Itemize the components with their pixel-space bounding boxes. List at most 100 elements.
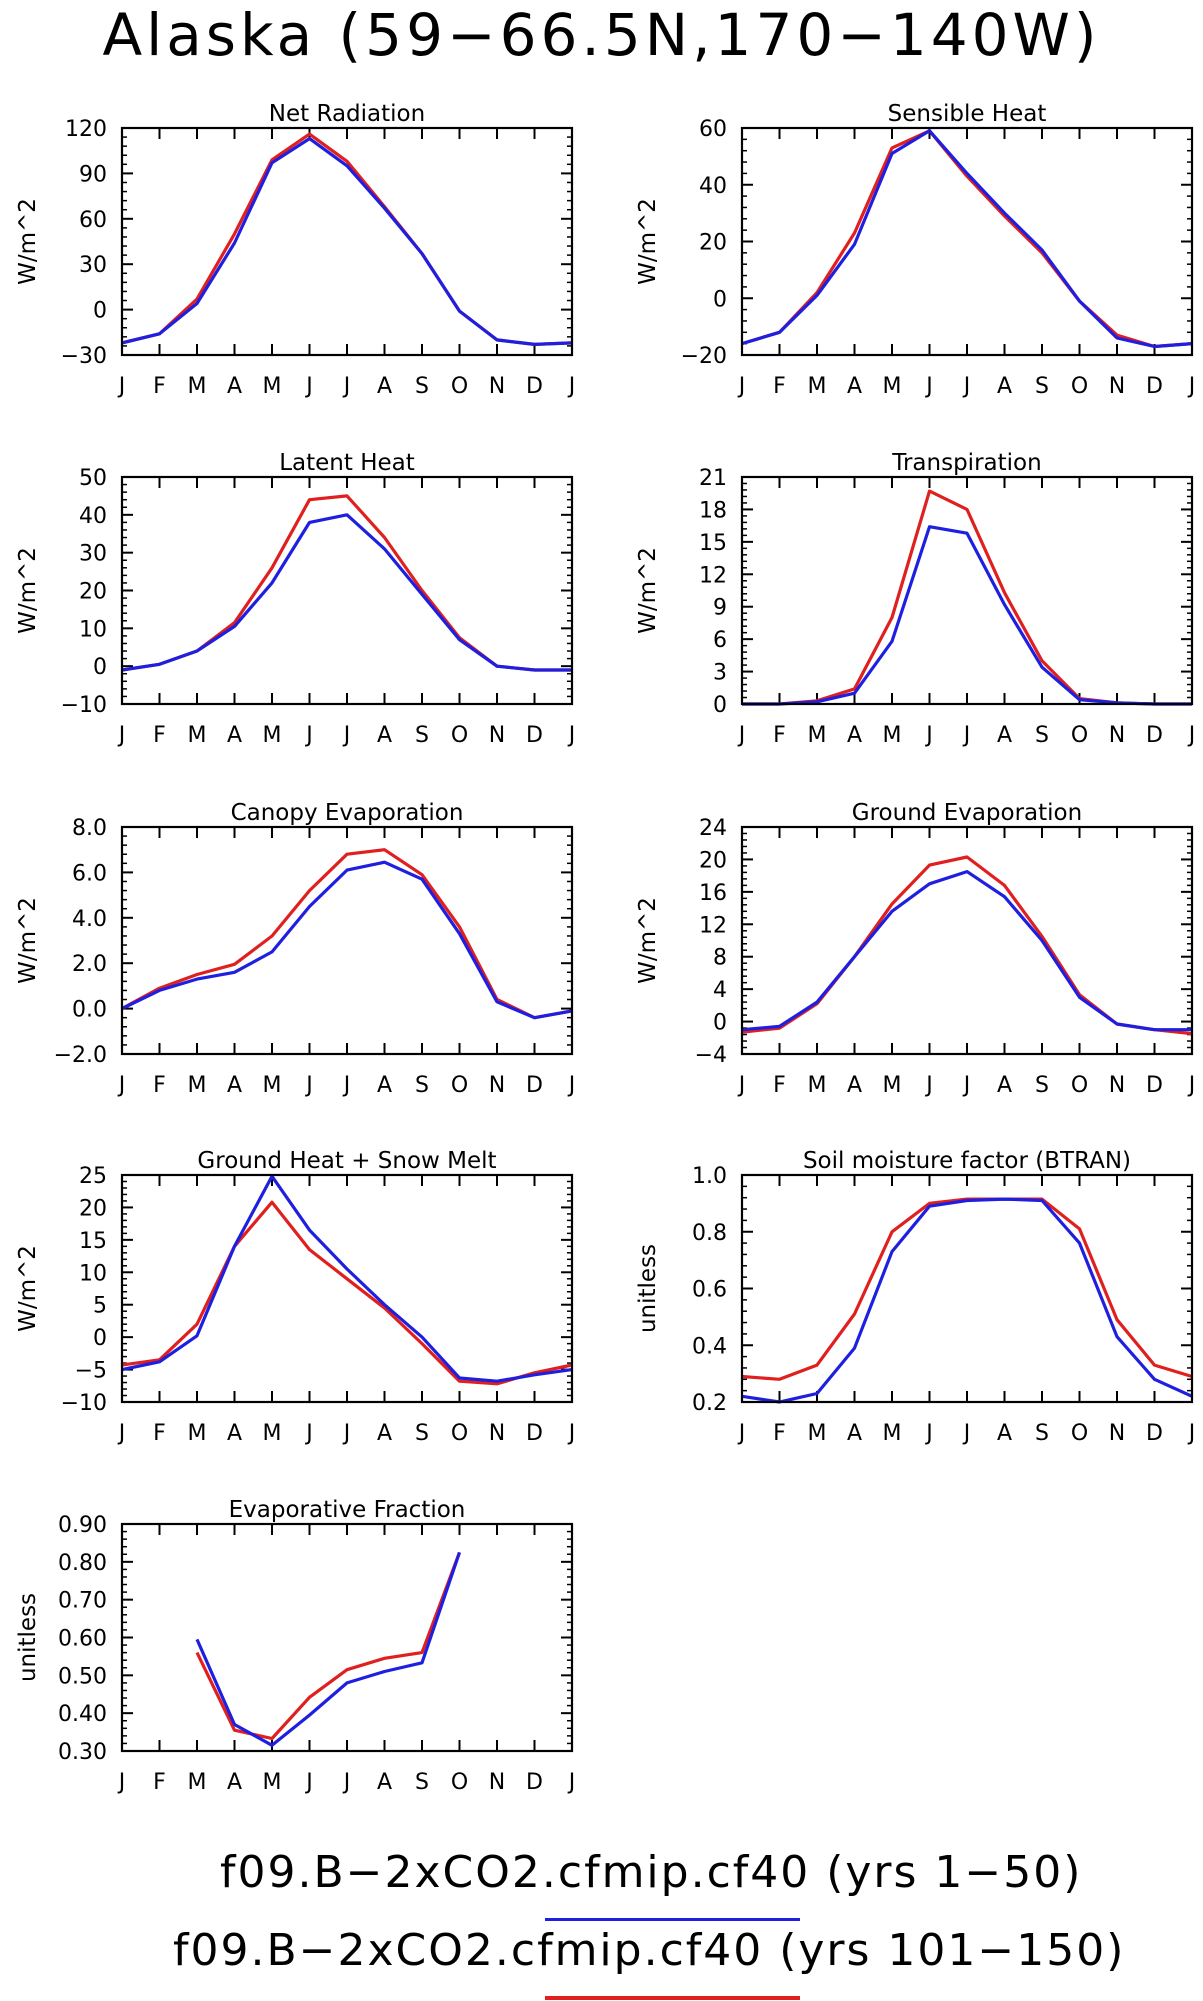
- chart5-xtick-label: M: [263, 1073, 282, 1098]
- chart7-ytick-label: −5: [75, 1359, 107, 1384]
- chart4-frame: [740, 475, 1194, 706]
- chart1-xtick-label: J: [304, 374, 313, 399]
- chart7-ytick-label: 25: [79, 1164, 107, 1189]
- chart5-ytick-label: 8.0: [72, 816, 107, 841]
- chart2-xtick-label: N: [1109, 374, 1125, 399]
- chart4-xtick-label: D: [1146, 723, 1163, 748]
- chart9-series-blue: [195, 1551, 462, 1747]
- chart5-frame: [120, 825, 574, 1056]
- chart5-ytick-label: 2.0: [72, 952, 107, 977]
- chart7-xtick-label: N: [489, 1421, 505, 1446]
- chart7-xtick-label: J: [342, 1421, 351, 1446]
- chart2-xtick-label: M: [883, 374, 902, 399]
- chart4-ytick-label: 15: [699, 531, 727, 556]
- chart5-series-blue: [121, 860, 573, 1020]
- chart2-ytick-label: 60: [699, 117, 727, 142]
- chart3-title: Latent Heat: [279, 450, 415, 476]
- chart3-xtick-label: M: [188, 723, 207, 748]
- legend-entry-1: f09.B−2xCO2.cfmip.cf40 (yrs 1−50): [220, 1845, 1082, 1901]
- chart4-xtick-label: S: [1035, 723, 1049, 748]
- chart3-xtick-label: S: [415, 723, 429, 748]
- chart3-ytick-label: 50: [79, 466, 107, 491]
- chart8-ytick-label: 0.4: [692, 1334, 727, 1359]
- chart7-title: Ground Heat + Snow Melt: [197, 1148, 496, 1174]
- chart4-title: Transpiration: [891, 450, 1041, 476]
- chart1-xtick-label: A: [227, 374, 242, 399]
- chart5-xtick-label: S: [415, 1073, 429, 1098]
- chart3-ytick-label: 20: [79, 580, 107, 605]
- chart6-xtick-label: D: [1146, 1073, 1163, 1098]
- chart1-title: Net Radiation: [269, 101, 425, 127]
- chart6-xtick-label: J: [924, 1073, 933, 1098]
- chart9-ytick-label: 0.80: [58, 1551, 107, 1576]
- chart7-ytick-label: 5: [93, 1294, 107, 1319]
- chart8-ytick-label: 0.8: [692, 1221, 727, 1246]
- chart9-xtick-label: M: [188, 1770, 207, 1795]
- chart2-xtick-label: M: [808, 374, 827, 399]
- chart2-series-blue: [741, 129, 1193, 349]
- chart8-series-blue: [741, 1197, 1193, 1404]
- chart1-frame: [120, 126, 574, 357]
- chart2-xtick-label: D: [1146, 374, 1163, 399]
- chart1-xtick-label: O: [451, 374, 468, 399]
- chart5-xtick-label: J: [567, 1073, 576, 1098]
- chart4-ytick-label: 12: [699, 563, 727, 588]
- chart1-xtick-label: M: [263, 374, 282, 399]
- chart4-xtick-label: O: [1071, 723, 1088, 748]
- chart2-title: Sensible Heat: [888, 101, 1047, 127]
- chart3-xtick-label: A: [227, 723, 242, 748]
- chart7-xtick-label: F: [153, 1421, 166, 1446]
- chart8-xtick-label: M: [883, 1421, 902, 1446]
- chart4-xtick-label: N: [1109, 723, 1125, 748]
- chart7-xtick-label: J: [117, 1421, 126, 1446]
- chart4-xtick-label: J: [1187, 723, 1196, 748]
- chart5-xtick-label: A: [227, 1073, 242, 1098]
- legend-label-2: f09.B−2xCO2.cfmip.cf40 (yrs 101−150): [173, 1925, 1126, 1976]
- chart2-ylabel: W/m^2: [635, 198, 661, 285]
- chart9-xtick-label: N: [489, 1770, 505, 1795]
- chart1-xtick-label: A: [377, 374, 392, 399]
- chart7-series-blue: [121, 1174, 573, 1383]
- chart9-xtick-label: J: [117, 1770, 126, 1795]
- chart9-xtick-label: J: [304, 1770, 313, 1795]
- chart7-ytick-label: −10: [61, 1391, 107, 1416]
- chart1-ylabel: W/m^2: [15, 198, 41, 285]
- chart6-xtick-label: F: [773, 1073, 786, 1098]
- chart5-xtick-label: O: [451, 1073, 468, 1098]
- chart6-ytick-label: 0: [713, 1011, 727, 1036]
- chart6-ytick-label: 24: [699, 816, 727, 841]
- chart2-ytick-label: 0: [713, 287, 727, 312]
- chart1-xtick-label: J: [117, 374, 126, 399]
- chart2-ytick-label: 20: [699, 231, 727, 256]
- chart3-series-blue: [121, 513, 572, 672]
- chart2-xtick-label: J: [1187, 374, 1196, 399]
- chart7-xtick-label: J: [304, 1421, 313, 1446]
- chart6-series-blue: [741, 870, 1192, 1032]
- chart4-xtick-label: A: [847, 723, 862, 748]
- legend: f09.B−2xCO2.cfmip.cf40 (yrs 1−50) f09.B−…: [0, 1845, 1203, 2001]
- chart6-xtick-label: S: [1035, 1073, 1049, 1098]
- chart1-xtick-label: S: [415, 374, 429, 399]
- chart7-xtick-label: J: [567, 1421, 576, 1446]
- chart7-ytick-label: 15: [79, 1229, 107, 1254]
- chart5-xtick-label: F: [153, 1073, 166, 1098]
- chart1-xtick-label: J: [342, 374, 351, 399]
- chart5-ytick-label: 6.0: [72, 861, 107, 886]
- chart2-xtick-label: J: [924, 374, 933, 399]
- chart4-xtick-label: J: [962, 723, 971, 748]
- chart1-ytick-label: 30: [79, 253, 107, 278]
- chart9-ytick-label: 0.30: [58, 1740, 107, 1765]
- chart1-ytick-label: 120: [65, 117, 107, 142]
- chart9-ylabel: unitless: [15, 1593, 41, 1682]
- chart9-xtick-label: D: [526, 1770, 543, 1795]
- chart4-series-blue: [742, 525, 1192, 706]
- chart7-frame: [120, 1173, 574, 1404]
- chart8-ytick-label: 1.0: [692, 1164, 727, 1189]
- chart7-xtick-label: O: [451, 1421, 468, 1446]
- chart4-ytick-label: 9: [713, 596, 727, 621]
- chart6-ytick-label: 20: [699, 848, 727, 873]
- chart2-series-red: [741, 129, 1193, 349]
- chart2-ytick-label: 40: [699, 174, 727, 199]
- chart7-ylabel: W/m^2: [15, 1245, 41, 1332]
